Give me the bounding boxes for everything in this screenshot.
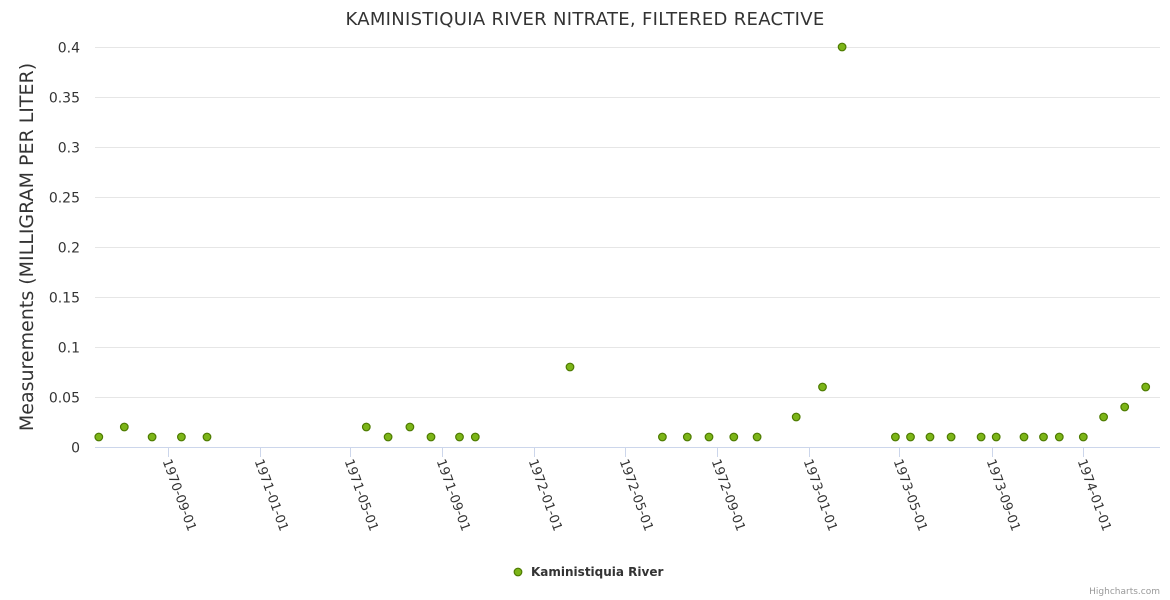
data-point[interactable] — [791, 412, 801, 422]
data-point[interactable] — [891, 432, 900, 442]
y-axis-labels: 0 0.05 0.1 0.15 0.2 0.25 0.3 0.35 0.4 — [49, 41, 80, 457]
data-point[interactable] — [976, 432, 986, 442]
data-point[interactable] — [470, 432, 480, 442]
data-point[interactable] — [946, 432, 956, 442]
legend-item[interactable]: Kaministiquia River — [513, 565, 663, 579]
data-point[interactable] — [176, 432, 186, 442]
data-point[interactable] — [729, 432, 739, 442]
data-point[interactable] — [658, 432, 667, 442]
data-point[interactable] — [1099, 412, 1108, 422]
data-point[interactable] — [1141, 382, 1151, 392]
data-point[interactable] — [991, 432, 1001, 442]
data-point[interactable] — [704, 432, 714, 442]
credits[interactable]: Highcharts.com — [1089, 587, 1160, 597]
data-point[interactable] — [906, 432, 915, 442]
data-point[interactable] — [1120, 402, 1130, 412]
y-tick-label: 0 — [71, 441, 80, 457]
data-point[interactable] — [682, 432, 692, 442]
data-points — [94, 42, 1151, 442]
data-point[interactable] — [1039, 432, 1048, 442]
data-point[interactable] — [752, 432, 762, 442]
y-tick-label: 0.05 — [49, 391, 80, 407]
chart-title: KAMINISTIQUIA RIVER NITRATE, FILTERED RE… — [345, 9, 824, 30]
data-point[interactable] — [1054, 432, 1064, 442]
x-axis-ticks — [168, 447, 1084, 457]
y-tick-label: 0.25 — [49, 191, 80, 207]
y-tick-label: 0.3 — [58, 141, 80, 157]
y-tick-label: 0.15 — [49, 291, 80, 307]
legend-marker — [513, 567, 523, 577]
data-point[interactable] — [405, 422, 415, 432]
data-point[interactable] — [383, 432, 393, 442]
gridlines — [95, 47, 1160, 398]
data-point[interactable] — [925, 432, 935, 442]
data-point[interactable] — [1078, 432, 1088, 442]
y-tick-label: 0.2 — [58, 241, 80, 257]
data-point[interactable] — [1019, 432, 1029, 442]
data-point[interactable] — [818, 382, 827, 392]
data-point[interactable] — [361, 422, 371, 432]
data-point[interactable] — [119, 422, 129, 432]
y-tick-label: 0.1 — [58, 341, 80, 357]
data-point[interactable] — [147, 432, 157, 442]
data-point[interactable] — [565, 362, 575, 372]
data-point[interactable] — [426, 432, 436, 442]
data-point[interactable] — [94, 432, 104, 442]
legend-label: Kaministiquia River — [531, 565, 663, 579]
y-tick-label: 0.4 — [58, 41, 80, 57]
data-point[interactable] — [837, 42, 847, 52]
data-point[interactable] — [202, 432, 212, 442]
y-axis-title: Measurements (MILLIGRAM PER LITER) — [16, 63, 38, 431]
data-point[interactable] — [455, 432, 464, 442]
y-tick-label: 0.35 — [49, 91, 80, 107]
